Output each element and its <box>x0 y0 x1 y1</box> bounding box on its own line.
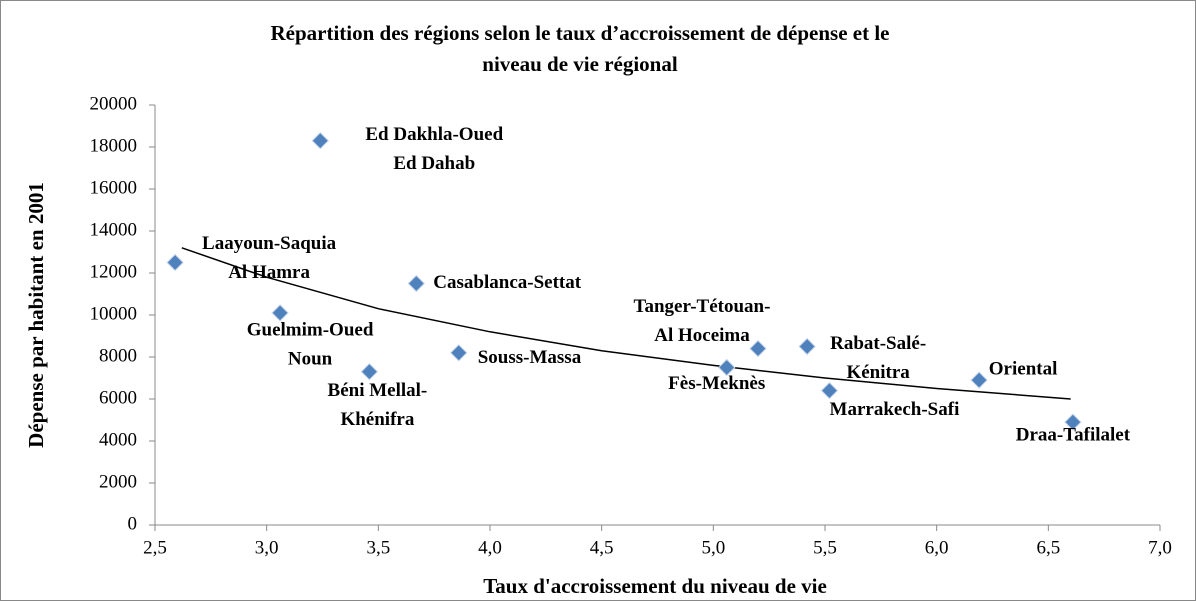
x-tick-label: 6,0 <box>925 537 949 558</box>
point <box>271 304 289 322</box>
point-label: Ed Dahab <box>393 153 475 174</box>
y-tick-label: 2000 <box>99 471 137 492</box>
x-axis-label: Taux d'accroissement du niveau de vie <box>483 574 827 598</box>
y-tick-label: 4000 <box>99 429 137 450</box>
point-label: Marrakech-Safi <box>830 399 960 420</box>
trendline <box>181 247 1071 400</box>
point-label: Noun <box>288 348 333 369</box>
x-tick-label: 4,0 <box>478 537 502 558</box>
point-label: Kénitra <box>846 362 910 383</box>
point-label: Tanger-Tétouan- <box>634 296 771 317</box>
y-tick-label: 6000 <box>99 387 137 408</box>
point <box>166 253 184 272</box>
point <box>798 337 816 356</box>
x-tick-label: 3,0 <box>255 537 279 558</box>
point-label: Béni Mellal- <box>328 380 428 401</box>
point <box>749 339 767 358</box>
y-axis-label: Dépense par habitant en 2001 <box>24 182 48 448</box>
point-label: Fès-Meknès <box>668 373 765 394</box>
point-label: Rabat-Salé- <box>830 333 926 354</box>
y-tick-label: 20000 <box>90 93 138 114</box>
point <box>1064 413 1082 431</box>
y-tick-label: 10000 <box>90 303 138 324</box>
point <box>820 381 839 400</box>
y-tick-label: 0 <box>128 513 138 534</box>
point <box>450 344 468 362</box>
point <box>360 362 379 381</box>
x-tick-label: 3,5 <box>366 537 390 558</box>
y-tick-label: 12000 <box>90 261 138 282</box>
chart-title: niveau de vie régional <box>482 52 678 76</box>
chart-title: Répartition des régions selon le taux d’… <box>270 21 889 45</box>
point-label: Khénifra <box>340 409 414 430</box>
point <box>718 358 736 377</box>
point-label: Al Hoceima <box>654 325 750 346</box>
point <box>311 131 329 150</box>
x-tick-label: 6,5 <box>1036 537 1060 558</box>
point-label: Souss-Massa <box>478 347 582 368</box>
point-label: Casablanca-Settat <box>433 272 581 293</box>
y-tick-label: 16000 <box>90 177 138 198</box>
point <box>407 274 426 293</box>
point-label: Laayoun-Saquia <box>202 233 337 254</box>
y-tick-label: 8000 <box>99 345 137 366</box>
point-label: Oriental <box>989 358 1058 379</box>
point-label: Al Hamra <box>228 262 310 283</box>
x-tick-label: 2,5 <box>143 537 167 558</box>
point-label: Draa-Tafilalet <box>1016 424 1131 445</box>
point <box>970 371 988 389</box>
x-tick-label: 4,5 <box>590 537 614 558</box>
x-tick-label: 5,0 <box>701 537 725 558</box>
y-tick-label: 14000 <box>90 219 138 240</box>
point-label: Guelmim-Oued <box>247 319 374 340</box>
point-label: Ed Dakhla-Oued <box>365 124 503 145</box>
x-tick-label: 5,5 <box>813 537 837 558</box>
x-tick-label: 7,0 <box>1148 537 1172 558</box>
y-tick-label: 18000 <box>90 135 138 156</box>
